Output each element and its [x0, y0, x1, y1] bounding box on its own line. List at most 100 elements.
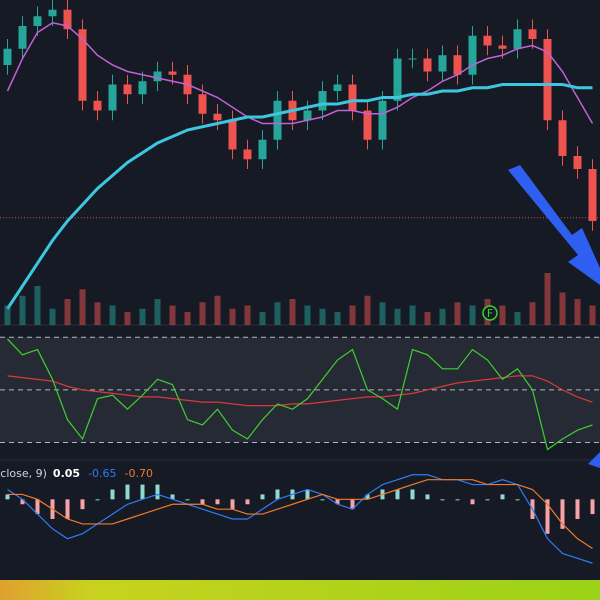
volume-bar — [199, 302, 206, 325]
candle-body — [543, 39, 552, 121]
candle-body — [108, 84, 117, 111]
volume-bar — [169, 305, 176, 325]
volume-bar — [304, 305, 311, 325]
candle-body — [213, 113, 222, 121]
candle-body — [363, 110, 372, 140]
indicator-line — [7, 479, 593, 550]
candle-body — [153, 71, 162, 82]
histogram-bar — [275, 489, 280, 500]
histogram-bar — [305, 489, 310, 500]
histogram-bar — [155, 484, 160, 500]
volume-bar — [379, 302, 386, 325]
volume-bar — [529, 302, 536, 325]
volume-bar — [424, 312, 431, 325]
indicator-line — [6, 83, 593, 310]
candle-body — [228, 120, 237, 150]
histogram-bar — [20, 499, 25, 505]
volume-bar — [499, 305, 506, 325]
histogram-bar — [470, 499, 475, 505]
volume-bar — [259, 312, 266, 325]
histogram-bar — [170, 494, 175, 500]
histogram-bar — [245, 499, 250, 505]
histogram-bar — [410, 489, 415, 500]
event-marker — [482, 305, 498, 321]
candle-body — [483, 35, 492, 46]
histogram-bar — [485, 499, 490, 501]
volume-bar — [94, 302, 101, 325]
histogram-bar — [425, 494, 430, 500]
legend-value: -0.70 — [125, 467, 153, 480]
volume-bar — [109, 305, 116, 325]
histogram-bar — [455, 499, 460, 501]
histogram-bar — [185, 499, 190, 501]
histogram-bar — [5, 494, 10, 500]
volume-bar — [409, 305, 416, 325]
histogram-bar — [350, 499, 355, 510]
volume-bar — [49, 308, 56, 325]
candle-body — [453, 55, 462, 75]
histogram-bar — [230, 499, 235, 510]
candle-body — [438, 55, 447, 72]
histogram-bar — [575, 499, 580, 519]
event-marker-label: F — [487, 307, 493, 320]
candle-body — [168, 71, 177, 75]
volume-bar — [79, 289, 86, 325]
candle-body — [588, 169, 597, 221]
candle-body — [573, 156, 582, 169]
volume-bar — [589, 305, 596, 325]
legend-value: -0.65 — [88, 467, 116, 480]
volume-bar — [184, 312, 191, 325]
volume-bar — [349, 305, 356, 325]
histogram-bar — [365, 494, 370, 500]
candle-body — [468, 35, 477, 75]
volume-bar — [559, 292, 566, 325]
annotation-arrow — [588, 452, 600, 468]
volume-bar — [244, 305, 251, 325]
candle-body — [78, 29, 87, 101]
volume-bar — [214, 295, 221, 325]
volume-bar — [364, 295, 371, 325]
volume-bar — [4, 305, 11, 325]
volume-bar — [274, 302, 281, 325]
volume-bar — [139, 308, 146, 325]
histogram-bar — [80, 499, 85, 510]
indicator-line — [7, 474, 593, 564]
histogram-bar — [500, 494, 505, 500]
histogram-bar — [515, 499, 520, 501]
candle-body — [3, 48, 12, 65]
histogram-bar — [215, 499, 220, 505]
candle-body — [243, 149, 252, 160]
candle-body — [393, 58, 402, 101]
histogram-bar — [395, 489, 400, 500]
histogram-bar — [95, 499, 100, 501]
volume-bar — [124, 312, 131, 325]
candle-body — [48, 9, 57, 17]
candle-body — [273, 100, 282, 140]
candle-body — [408, 58, 417, 60]
candle-body — [423, 58, 432, 72]
candle-body — [93, 100, 102, 111]
histogram-bar — [140, 484, 145, 500]
histogram-bar — [200, 499, 205, 505]
volume-bar — [34, 286, 41, 325]
candle-body — [333, 84, 342, 91]
volume-bar — [439, 308, 446, 325]
volume-bar — [154, 299, 161, 325]
candle-body — [303, 110, 312, 121]
volume-bar — [454, 302, 461, 325]
volume-bar — [289, 299, 296, 325]
candle-body — [348, 84, 357, 111]
volume-bar — [514, 312, 521, 325]
volume-bar — [229, 308, 236, 325]
legend-value: 0.05 — [53, 467, 80, 480]
volume-bar — [574, 299, 581, 325]
histogram-bar — [320, 499, 325, 501]
indicator-line — [6, 21, 594, 125]
volume-bar — [19, 295, 26, 325]
histogram-bar — [590, 499, 595, 515]
histogram-bar — [260, 494, 265, 500]
histogram-bar — [65, 499, 70, 519]
